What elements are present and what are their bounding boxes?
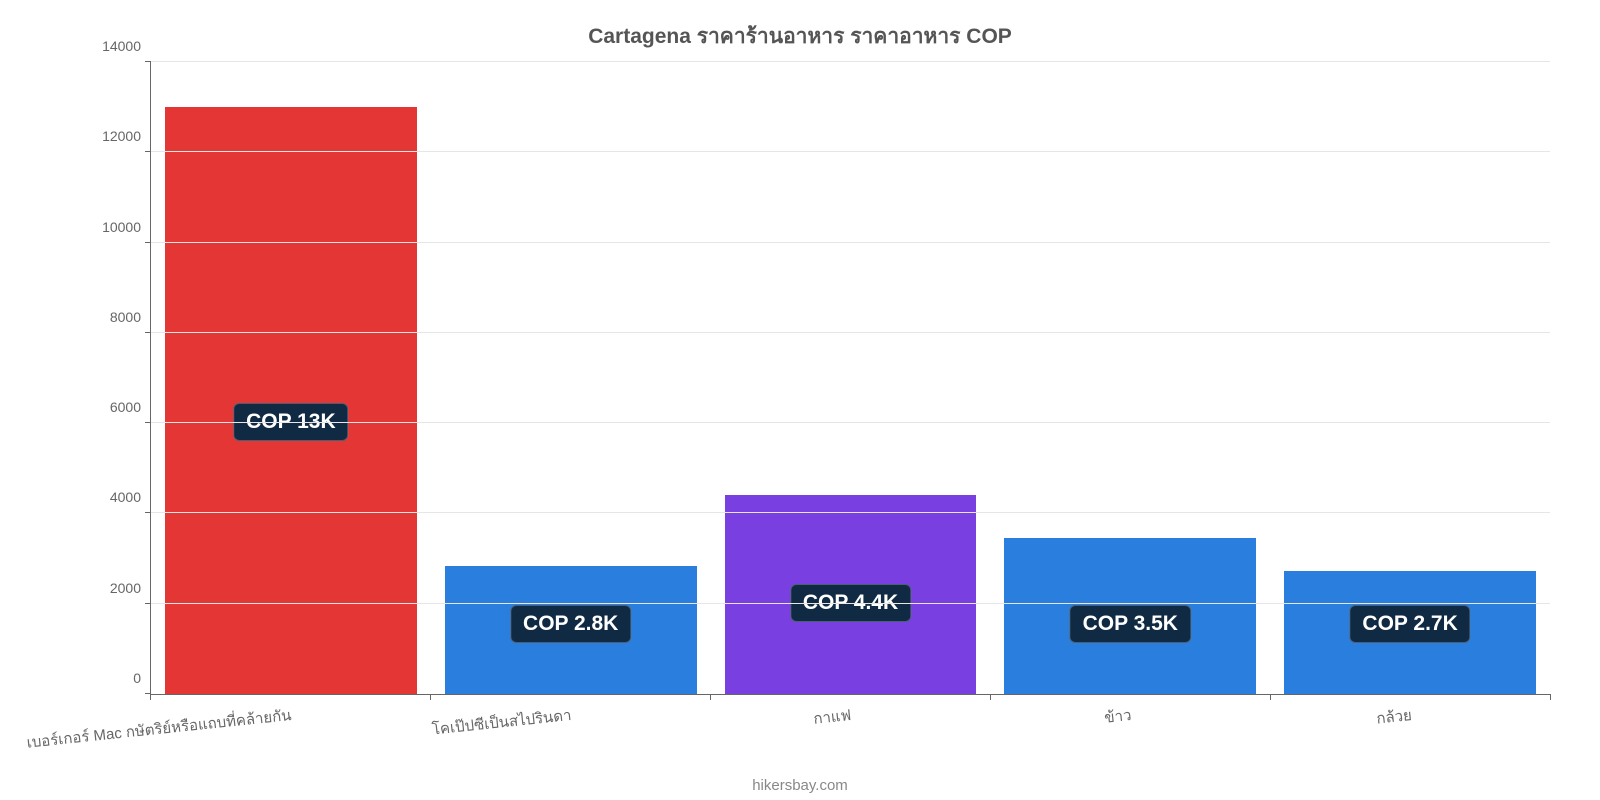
y-tick-mark: [145, 61, 151, 62]
x-tick-mark: [1550, 694, 1551, 700]
y-tick-mark: [145, 422, 151, 423]
footer-credit: hikersbay.com: [0, 777, 1600, 794]
y-tick-label: 6000: [110, 399, 151, 415]
grid-line: [151, 242, 1550, 243]
y-tick-label: 14000: [102, 38, 151, 54]
x-tick-mark: [990, 694, 991, 700]
x-tick-mark: [150, 694, 151, 700]
x-tick-mark: [710, 694, 711, 700]
plot-area: COP 13KCOP 2.8KCOP 4.4KCOP 3.5KCOP 2.7K …: [150, 62, 1550, 695]
x-axis-label: โคเป๊ปซีเป็นสไปรินดา: [431, 703, 573, 742]
chart-title: Cartagena ราคาร้านอาหาร ราคาอาหาร COP: [0, 20, 1600, 53]
y-tick-mark: [145, 242, 151, 243]
y-tick-mark: [145, 151, 151, 152]
grid-line: [151, 151, 1550, 152]
bar-value-label: COP 3.5K: [1070, 605, 1191, 643]
y-tick-mark: [145, 332, 151, 333]
y-tick-label: 0: [133, 670, 151, 686]
y-tick-label: 4000: [110, 489, 151, 505]
x-axis-label: ข้าว: [1103, 703, 1132, 730]
x-axis-label: กล้วย: [1375, 703, 1413, 731]
grid-line: [151, 603, 1550, 604]
grid-line: [151, 512, 1550, 513]
bar-value-label: COP 2.7K: [1349, 605, 1470, 643]
y-tick-label: 10000: [102, 219, 151, 235]
bars-layer: COP 13KCOP 2.8KCOP 4.4KCOP 3.5KCOP 2.7K: [151, 62, 1550, 694]
x-tick-mark: [1270, 694, 1271, 700]
y-tick-label: 2000: [110, 580, 151, 596]
grid-line: [151, 61, 1550, 62]
x-tick-mark: [430, 694, 431, 700]
y-tick-label: 12000: [102, 128, 151, 144]
grid-line: [151, 422, 1550, 423]
y-tick-mark: [145, 603, 151, 604]
bar-value-label: COP 2.8K: [510, 605, 631, 643]
x-axis-label: เบอร์เกอร์ Mac กษัตริย์หรือแถบที่คล้ายกั…: [25, 703, 292, 755]
x-axis-label: กาแฟ: [812, 703, 852, 731]
bar-chart: Cartagena ราคาร้านอาหาร ราคาอาหาร COP CO…: [0, 0, 1600, 800]
grid-line: [151, 332, 1550, 333]
y-tick-mark: [145, 512, 151, 513]
bar: [165, 107, 417, 694]
y-tick-label: 8000: [110, 309, 151, 325]
